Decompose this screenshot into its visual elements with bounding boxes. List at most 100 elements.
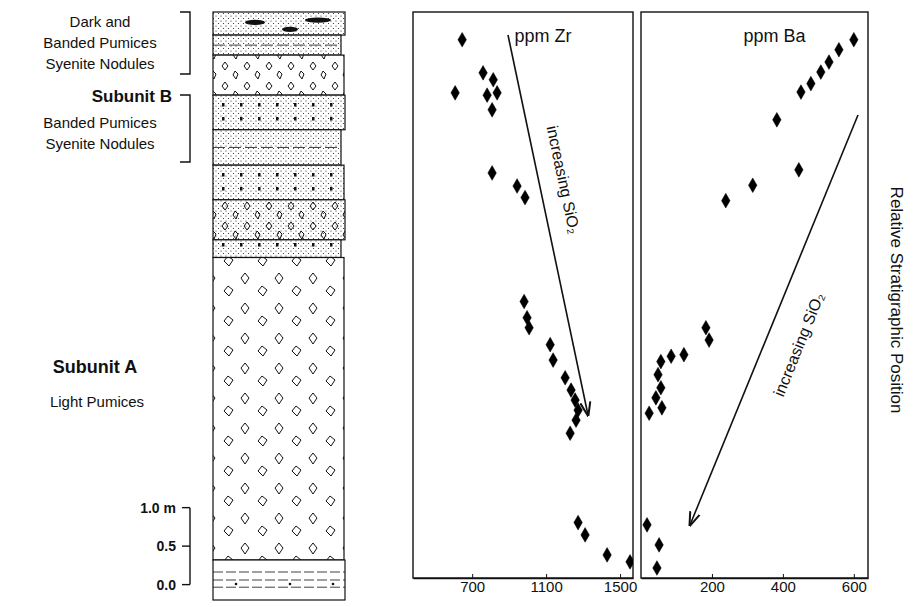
- point: [572, 413, 580, 428]
- point: [850, 32, 858, 47]
- point: [667, 349, 675, 364]
- point: [797, 85, 805, 100]
- dark-pumice: [305, 17, 331, 22]
- point: [549, 353, 557, 368]
- point: [825, 55, 833, 70]
- label: 1.0 m: [140, 500, 176, 516]
- tick: 700: [460, 574, 485, 595]
- label: 0.0: [157, 577, 177, 593]
- point: [483, 88, 491, 103]
- point: [493, 86, 501, 101]
- point: [652, 390, 660, 405]
- point: [479, 66, 487, 81]
- panel-frame: [641, 12, 868, 578]
- point: [705, 333, 713, 348]
- scale-tick: [182, 545, 190, 546]
- layer-outline: [213, 12, 345, 35]
- label: Banded Pumices: [43, 34, 156, 51]
- panel: 200400600ppm Baincreasing SiO₂Relative S…: [641, 12, 906, 595]
- strat-column: [213, 12, 345, 600]
- panel: 70011001500ppm Zrincreasing SiO₂: [413, 12, 637, 595]
- layer: [213, 165, 344, 200]
- layer-texture: [213, 200, 345, 240]
- layer-texture: [213, 165, 344, 200]
- label: Syenite Nodules: [45, 55, 154, 72]
- point: [626, 555, 633, 570]
- axis-line: [414, 578, 634, 579]
- x-axis: 700 1100 1500: [414, 574, 638, 595]
- tick: 400: [771, 574, 796, 595]
- axis-line: [642, 578, 869, 579]
- tick: 1100: [530, 574, 562, 595]
- layer-outline: [213, 165, 344, 200]
- point: [574, 515, 582, 530]
- tick-label: 1500: [604, 578, 637, 595]
- column-labels: Dark andBanded PumicesSyenite NodulesSub…: [43, 12, 190, 593]
- tick-label: 1100: [530, 578, 562, 595]
- point: [657, 380, 665, 395]
- layer: [213, 200, 345, 240]
- point: [657, 354, 665, 369]
- layer: [213, 258, 344, 560]
- annotation: increasing SiO₂: [543, 124, 583, 235]
- layer-outline: [213, 560, 345, 600]
- layer-outline: [213, 55, 344, 95]
- tick: 600: [842, 574, 867, 595]
- layer: [213, 560, 345, 600]
- layer-texture: [213, 200, 345, 240]
- layer-outline: [213, 200, 345, 240]
- layer-outline: [213, 130, 341, 165]
- layer-texture: [213, 240, 341, 258]
- label: Banded Pumices: [43, 114, 156, 131]
- lamina: [213, 579, 345, 580]
- dark-pumice: [245, 20, 265, 25]
- layer-outline: [213, 258, 344, 560]
- label: Syenite Nodules: [45, 135, 154, 152]
- layer-texture: [213, 258, 344, 560]
- annotation: increasing SiO₂: [770, 290, 827, 399]
- panel-title: ppm Ba: [743, 26, 806, 46]
- point: [603, 548, 611, 563]
- scale-tick: [182, 507, 190, 508]
- x-axis: 200 400 600: [642, 574, 869, 595]
- label: Subunit A: [53, 357, 137, 377]
- layer: [213, 130, 341, 165]
- label: Subunit B: [92, 87, 172, 106]
- trend-arrow: [508, 35, 588, 415]
- layer-outline: [213, 240, 341, 258]
- layer-texture: [213, 55, 344, 95]
- layer: [213, 95, 345, 130]
- lamina: [213, 571, 345, 572]
- tick: 200: [700, 574, 725, 595]
- point: [566, 426, 574, 441]
- point: [773, 112, 781, 127]
- trend-arrow: [690, 115, 858, 525]
- point: [546, 337, 554, 352]
- point: [489, 72, 497, 87]
- tick-label: 700: [460, 578, 485, 595]
- layer: [213, 35, 341, 55]
- point: [748, 178, 756, 193]
- point: [513, 179, 521, 194]
- point: [680, 347, 688, 362]
- band-line: [213, 147, 341, 148]
- bracket: [180, 95, 190, 162]
- figure: Dark andBanded PumicesSyenite NodulesSub…: [0, 0, 913, 607]
- point: [807, 76, 815, 91]
- tick: 1500: [604, 574, 637, 595]
- label: 0.5: [157, 538, 177, 554]
- layer-texture: [213, 12, 345, 35]
- clast: [289, 583, 292, 586]
- point: [451, 86, 459, 101]
- layer-texture: [213, 95, 345, 130]
- point: [658, 400, 666, 415]
- panel-frame: [413, 12, 633, 578]
- layer: [213, 240, 341, 258]
- point: [561, 370, 569, 385]
- point: [488, 102, 496, 117]
- point: [520, 294, 528, 309]
- bracket: [180, 12, 190, 74]
- scale-tick: [182, 584, 190, 585]
- points: [451, 32, 633, 569]
- layer-outline: [213, 35, 341, 55]
